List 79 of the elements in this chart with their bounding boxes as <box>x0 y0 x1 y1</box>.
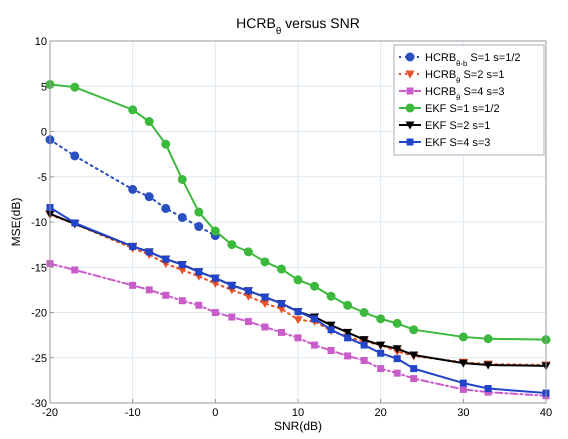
legend-label: HCRB$_{θ}$ S=2 s=1 <box>425 69 504 84</box>
point <box>194 208 204 217</box>
chart-title: HCRB$_{θ}$ versus SNR <box>236 15 360 36</box>
point <box>484 385 492 392</box>
x-tick-label: 40 <box>540 407 552 419</box>
point <box>410 375 418 382</box>
point <box>144 117 154 126</box>
point <box>71 266 78 274</box>
point <box>360 356 368 364</box>
y-tick-label: -20 <box>31 308 47 320</box>
point <box>261 323 268 330</box>
y-tick-label: -30 <box>31 398 47 410</box>
point <box>343 300 352 310</box>
point <box>161 140 170 149</box>
point <box>244 318 252 326</box>
y-tick-label: 5 <box>40 81 47 94</box>
point <box>144 192 154 202</box>
y-tick-label: 10 <box>34 36 47 48</box>
point <box>227 240 236 250</box>
point <box>129 282 136 289</box>
point <box>194 222 204 232</box>
point <box>360 308 369 317</box>
point <box>294 275 302 284</box>
legend-label: HCRB$_{θ}$ S=4 s=3 <box>425 86 504 102</box>
point <box>458 332 468 342</box>
point <box>326 292 336 301</box>
point <box>212 309 219 316</box>
x-tick-label: 20 <box>374 407 387 419</box>
legend-label: EKF S=4 s=3 <box>425 137 490 149</box>
x-tick-label: -10 <box>124 407 141 419</box>
point <box>409 325 418 334</box>
point <box>178 297 186 304</box>
point <box>344 352 352 360</box>
point <box>311 342 318 349</box>
legend-label: EKF S=1 s=1/2 <box>425 103 500 115</box>
point <box>128 184 138 194</box>
y-tick-label: -10 <box>31 217 47 229</box>
point <box>278 328 285 336</box>
x-tick-label: 30 <box>457 407 470 419</box>
point <box>178 212 187 222</box>
point <box>195 302 202 309</box>
point <box>360 342 368 349</box>
point <box>377 365 384 372</box>
point <box>394 355 401 362</box>
point <box>260 257 270 266</box>
point <box>70 82 80 92</box>
point <box>128 105 138 114</box>
x-axis-title: SNR(dB) <box>274 419 322 433</box>
y-tick-label: -5 <box>37 172 47 184</box>
point <box>210 226 220 236</box>
point <box>460 380 467 387</box>
y-axis-title: MSE(dB) <box>9 198 23 246</box>
point <box>178 174 187 184</box>
point <box>310 282 320 291</box>
point <box>392 318 402 328</box>
point <box>276 264 286 274</box>
point <box>484 334 493 344</box>
point <box>376 314 386 324</box>
point <box>392 345 402 354</box>
x-tick-label: 0 <box>212 407 218 419</box>
y-tick-label: 0 <box>40 126 47 138</box>
legend-label: EKF S=2 s=1 <box>425 120 490 132</box>
x-tick-label: 10 <box>292 407 304 419</box>
point <box>328 347 335 354</box>
point <box>244 247 253 256</box>
point <box>410 365 418 372</box>
point <box>377 350 384 357</box>
point <box>146 286 153 294</box>
point <box>162 292 170 299</box>
legend-label: HCRB$_{θ-b}$ S=1 s=1/2 <box>425 52 521 68</box>
y-tick-label: -25 <box>31 352 47 365</box>
point <box>460 386 467 393</box>
point <box>294 316 302 324</box>
y-tick-label: -15 <box>31 262 47 274</box>
point <box>394 370 401 377</box>
point <box>161 204 170 213</box>
point <box>228 314 236 321</box>
point <box>70 151 80 160</box>
point <box>294 334 302 342</box>
